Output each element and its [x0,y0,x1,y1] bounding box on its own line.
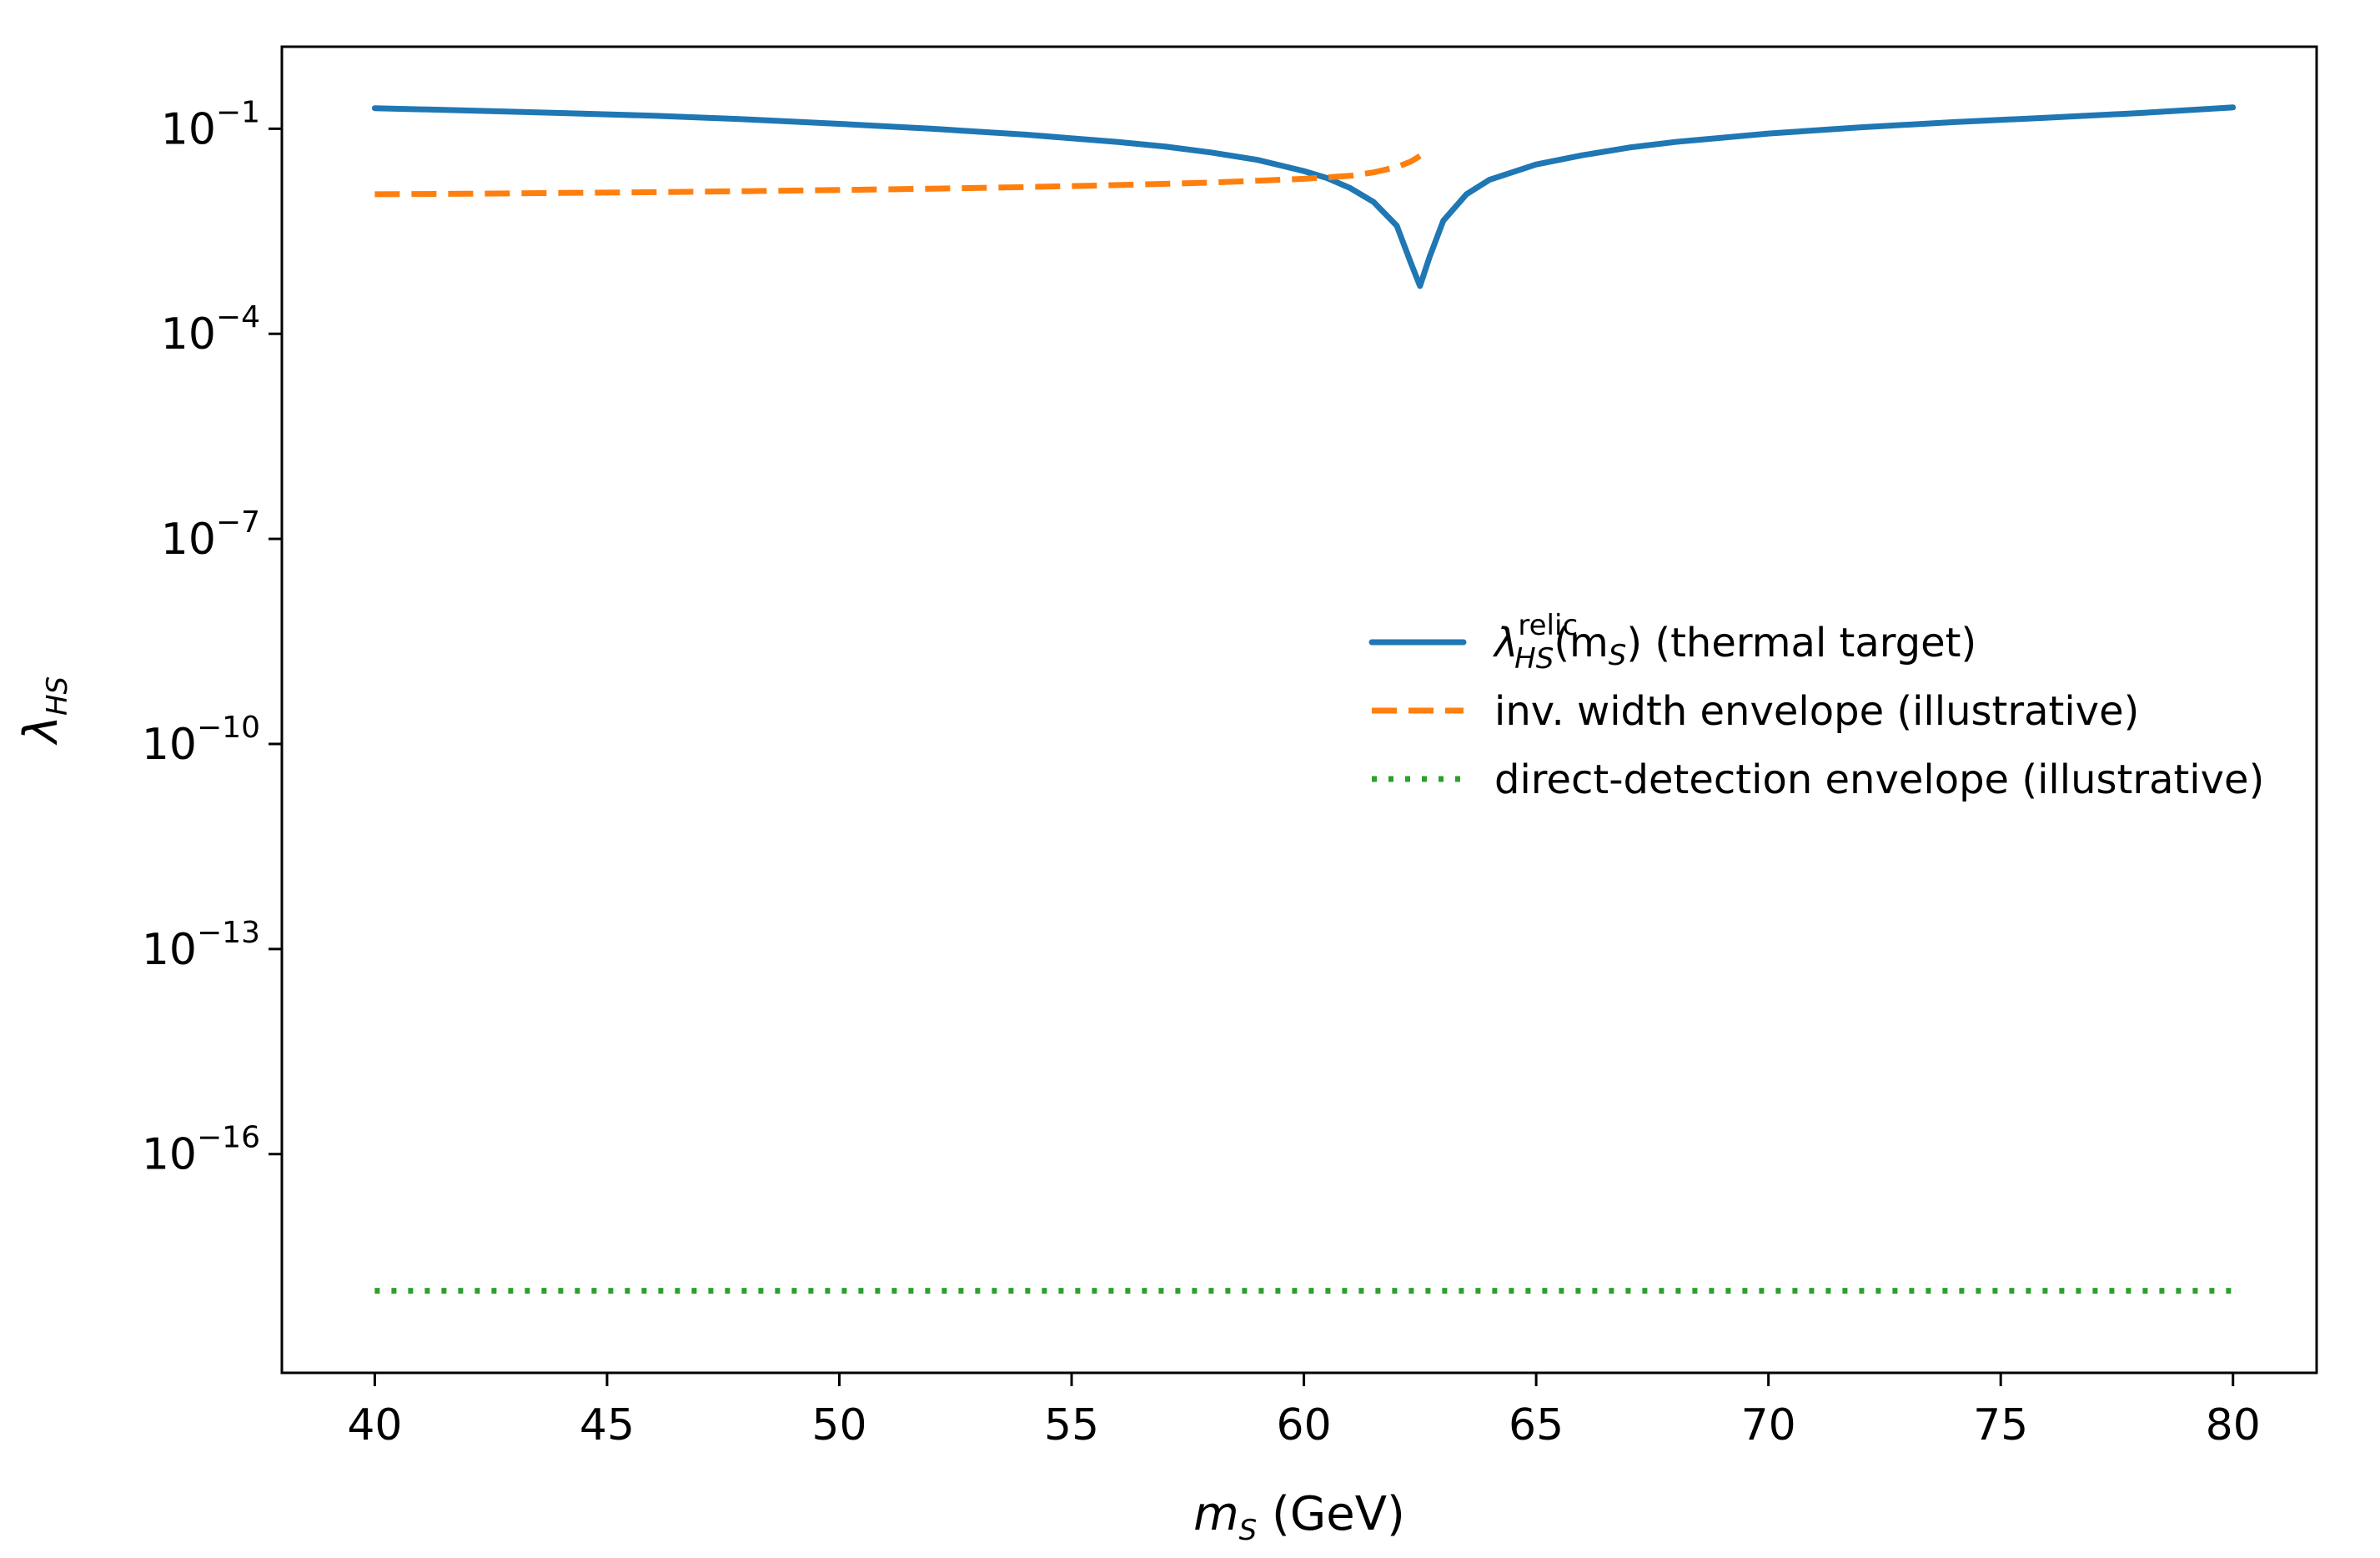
x-tick-label: 80 [2206,1400,2261,1450]
y-axis-title: λHS [14,676,74,746]
series-line-invwidth [374,153,1422,198]
x-tick-label: 70 [1741,1400,1796,1450]
x-tick-label: 40 [347,1400,402,1450]
x-tick-label: 50 [811,1400,866,1450]
x-axis-title: mS (GeV) [1193,1487,1405,1547]
x-tick-label: 55 [1044,1400,1099,1450]
y-tick-label: 10−13 [142,916,260,975]
x-axis: 40 45 50 55 60 65 70 75 80 [347,1373,2261,1450]
x-tick-label: 60 [1276,1400,1331,1450]
plot-lines [371,104,2237,1294]
y-tick-label: 10−1 [161,95,260,154]
legend: λrelic HS(mS) (thermal target) inv. width… [1368,609,2264,803]
x-tick-label: 75 [1973,1400,2028,1450]
y-tick-label: 10−7 [161,505,260,565]
y-tick-label: 10−4 [161,300,260,359]
y-axis: 10−1 10−4 10−7 10−10 10−13 10−16 [142,95,282,1180]
legend-label-invwidth: inv. width envelope (illustrative) [1494,688,2139,735]
plot-frame [280,45,2318,1375]
y-tick-label: 10−10 [142,711,260,770]
legend-label-relic: λrelic HS(mS) (thermal target) [1492,609,1976,676]
series-line-relic [371,104,2237,289]
y-tick-label: 10−16 [142,1121,260,1180]
x-tick-label: 45 [580,1400,635,1450]
legend-label-directdetection: direct-detection envelope (illustrative) [1494,756,2264,803]
x-tick-label: 65 [1509,1400,1564,1450]
